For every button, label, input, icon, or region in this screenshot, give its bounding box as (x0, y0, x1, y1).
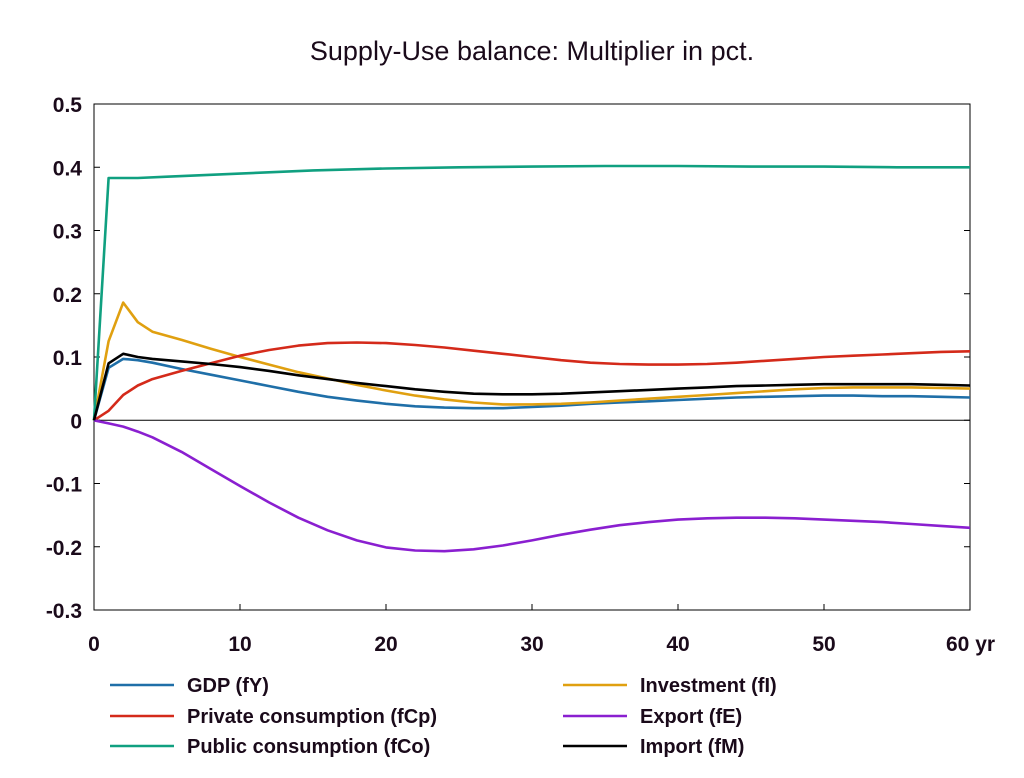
series-line-2 (93, 341, 971, 422)
legend-label-5: Import (fM) (640, 736, 744, 758)
y-tick-label: 0.5 (53, 94, 83, 117)
legend-label-0: GDP (fY) (187, 675, 269, 697)
legend-label-2: Private consumption (fCp) (187, 706, 437, 728)
y-tick-label: 0.3 (53, 221, 82, 244)
y-tick-label: 0.4 (53, 157, 83, 180)
x-tick-label: 0 (88, 633, 100, 656)
y-tick-label: -0.2 (46, 537, 82, 560)
x-tick-label: 40 (666, 633, 689, 656)
y-tick-label: 0 (70, 410, 82, 433)
series-layer (92, 164, 971, 553)
x-axis: 0 10 20 30 40 50 60 yr (88, 604, 995, 656)
legend-label-4: Public consumption (fCo) (187, 736, 430, 758)
y-axis: 0.5 0.4 0.3 0.2 0.1 0 -0.1 -0.2 -0.3 (46, 94, 970, 623)
legend-label-3: Export (fE) (640, 706, 742, 728)
series-line-4 (92, 164, 970, 421)
x-tick-label: 30 (520, 633, 543, 656)
legend-label-1: Investment (fI) (640, 675, 777, 697)
chart-title: Supply-Use balance: Multiplier in pct. (310, 36, 754, 66)
series-line-0 (92, 357, 971, 421)
legend: GDP (fY) Investment (fI) Private consumpti… (110, 675, 777, 758)
x-tick-label: 20 (374, 633, 397, 656)
y-tick-label: -0.1 (46, 474, 83, 497)
x-tick-label: 60 yr (946, 633, 995, 656)
y-tick-label: -0.3 (46, 600, 82, 623)
y-tick-label: 0.1 (53, 347, 83, 370)
y-tick-label: 0.2 (53, 284, 82, 307)
series-line-1 (92, 301, 971, 421)
series-line-5 (92, 352, 971, 421)
x-tick-label: 50 (812, 633, 835, 656)
x-tick-label: 10 (228, 633, 251, 656)
series-line-3 (93, 419, 971, 553)
